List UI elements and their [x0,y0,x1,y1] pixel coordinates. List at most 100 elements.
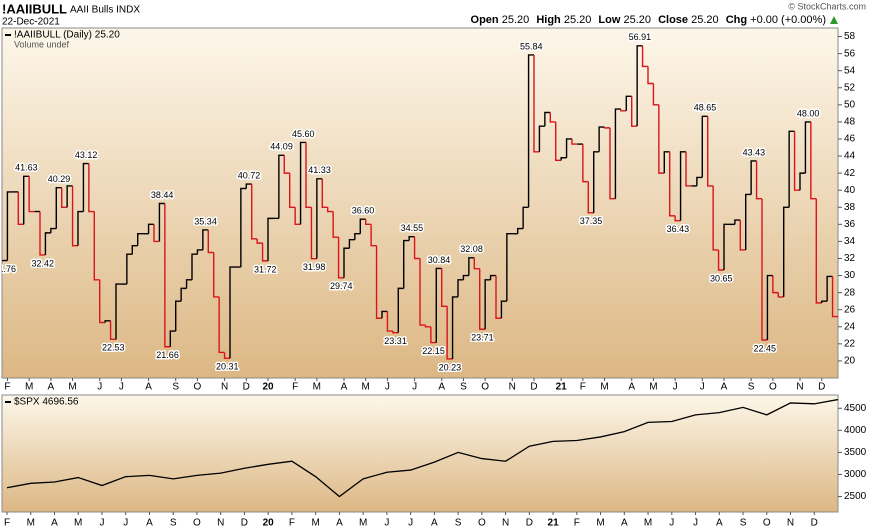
step-segment [658,104,665,174]
x-tick-label: F [289,518,295,529]
x-tick-label: F [4,382,10,393]
x-tick-label: A [716,518,723,529]
step-segment [582,144,589,183]
step-segment [316,178,323,259]
x-tick-label: S [460,382,467,393]
step-segment [321,178,328,208]
step-segment [745,193,752,250]
legend-sub: Volume undef [14,39,70,49]
step-segment [240,187,247,268]
copyright: © StockCharts.com [788,1,866,11]
value-label: 36.43 [667,224,690,234]
x-tick-label: 20 [263,518,275,529]
y-tick-label: 48 [844,117,856,128]
x-tick-label: J [673,382,678,393]
x-tick-label: D [818,382,825,393]
value-label: 31.98 [303,262,326,272]
step-segment [739,220,746,251]
step-segment [620,109,627,112]
step-segment [403,239,410,289]
step-segment [701,115,708,178]
x-tick-label: D [243,382,250,393]
y-tick-label: 34 [844,236,856,247]
y-tick-label: 2500 [844,491,867,502]
step-segment [783,206,790,297]
x-tick-label: S [740,518,747,529]
step-segment [375,245,382,319]
x-tick-label: J [693,518,698,529]
step-segment [419,258,426,326]
y-tick-label: 4500 [844,403,867,414]
step-segment [571,138,578,145]
y-tick-label: 22 [844,338,856,349]
x-tick-label: O [478,518,486,529]
x-tick-label: O [194,382,202,393]
step-segment [153,224,160,243]
step-segment [77,210,84,246]
panel [1,394,839,513]
y-tick-label: 36 [844,219,856,230]
step-segment [23,175,30,225]
x-tick-label: M [644,518,652,529]
value-label: 29.74 [330,281,353,291]
step-segment [6,191,13,261]
step-segment [544,111,551,127]
step-segment [663,151,670,174]
value-label: 48.00 [797,108,820,118]
quote-label: Open [471,14,499,26]
value-label: 40.72 [238,170,261,180]
x-tick-label: N [796,382,803,393]
x-tick-label: J [384,518,389,529]
date: 22-Dec-2021 [2,17,60,28]
x-tick-label: S [748,382,755,393]
step-segment [647,66,654,85]
quote-label: Chg [726,14,747,26]
step-segment [207,229,214,254]
value-label: 21.66 [156,350,179,360]
step-segment [793,131,800,191]
x-tick-label: J [700,382,705,393]
step-segment [424,325,431,328]
quote-label: Close [658,14,688,26]
x-tick-label: M [74,518,82,529]
y-tick-label: 4000 [844,425,867,436]
value-label: 22.53 [102,343,125,353]
y-tick-label: 50 [844,99,856,110]
step-segment [527,54,534,208]
step-segment [294,207,301,226]
step-segment [788,130,795,208]
value-label: 31.76 [0,264,16,274]
step-segment [565,138,572,158]
step-segment [641,45,648,68]
step-segment [723,223,730,271]
x-tick-label: J [412,382,417,393]
step-segment [50,227,57,233]
x-tick-label: S [172,382,179,393]
quote-value: 25.20 [502,14,530,26]
quote-value: 25.20 [623,14,651,26]
y-tick-label: 44 [844,151,856,162]
value-label: 56.91 [629,32,652,42]
value-label: 55.84 [520,41,543,51]
step-segment [484,279,491,330]
step-segment [826,275,833,302]
step-segment [175,300,182,332]
x-tick-label: O [763,518,771,529]
value-label: 30.65 [710,273,733,283]
y-tick-label: 26 [844,304,856,315]
x-tick-label: S [170,518,177,529]
step-segment [115,283,122,340]
step-segment [831,276,838,318]
step-segment [679,151,686,221]
y-tick-label: 3000 [844,469,867,480]
value-label: 48.65 [694,103,717,113]
step-segment [289,173,296,208]
step-segment [517,227,524,234]
step-segment [533,54,540,153]
step-segment [495,275,502,319]
y-tick-label: 52 [844,82,856,93]
step-segment [755,160,762,200]
x-tick-label: M [359,518,367,529]
step-segment [337,237,344,279]
step-segment [229,266,236,359]
